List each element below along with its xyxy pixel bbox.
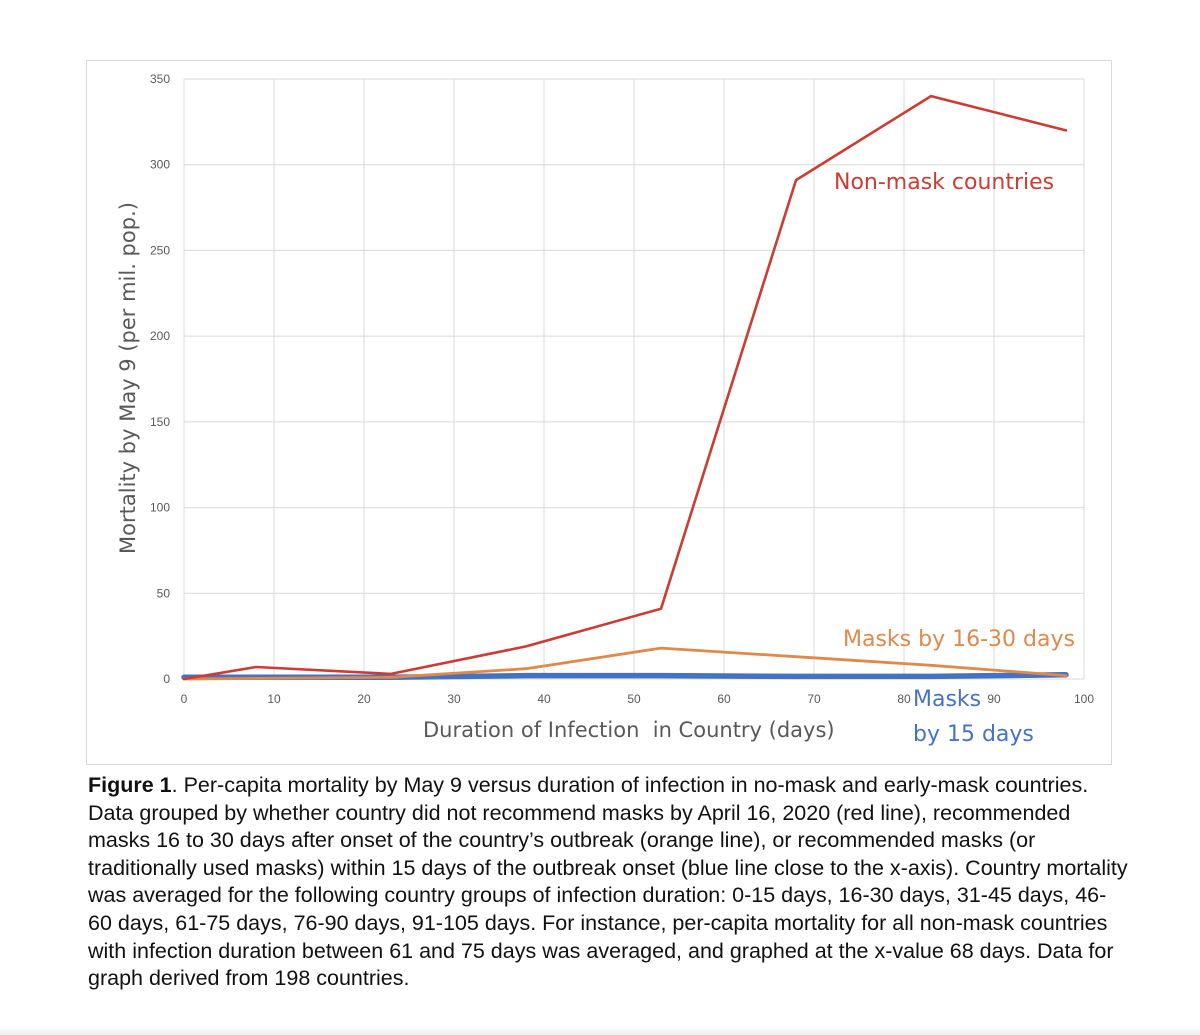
y-tick-label: 0 xyxy=(163,672,170,686)
x-tick-label: 80 xyxy=(897,692,911,706)
y-axis-ticks: 0 50 100 150 200 250 300 350 xyxy=(150,72,170,686)
masks-16-30-series-line xyxy=(182,646,1068,681)
y-tick-label: 200 xyxy=(150,329,170,343)
x-tick-label: 20 xyxy=(357,692,371,706)
y-tick-label: 250 xyxy=(150,243,170,257)
line-chart: 0 10 20 30 40 50 60 70 80 90 100 0 50 100 150 200 250 30… xyxy=(116,72,1095,747)
y-tick-label: 100 xyxy=(150,501,170,515)
masks-16-30-series-label: Masks by 16-30 days xyxy=(843,627,1075,652)
masks-15-series-label-line2: by 15 days xyxy=(913,722,1034,747)
y-tick-label: 350 xyxy=(150,72,170,86)
y-tick-label: 50 xyxy=(157,586,171,600)
x-axis-title: Duration of Infection in Country (days) xyxy=(423,718,835,742)
caption-text: . Per-capita mortality by May 9 versus d… xyxy=(88,773,1128,991)
figure-label: Figure 1 xyxy=(88,773,172,797)
non-mask-series-label: Non-mask countries xyxy=(834,170,1054,195)
y-tick-label: 150 xyxy=(150,415,170,429)
x-tick-label: 50 xyxy=(627,692,641,706)
x-tick-label: 40 xyxy=(537,692,551,706)
figure-caption: Figure 1. Per-capita mortality by May 9 … xyxy=(88,772,1128,993)
x-tick-label: 0 xyxy=(181,692,188,706)
x-tick-label: 100 xyxy=(1074,692,1094,706)
series-lines xyxy=(181,94,1069,681)
non-mask-series-line xyxy=(182,94,1068,681)
x-axis-ticks: 0 10 20 30 40 50 60 70 80 90 100 xyxy=(181,692,1095,706)
x-tick-label: 10 xyxy=(267,692,281,706)
chart-frame: 0 10 20 30 40 50 60 70 80 90 100 0 50 100 150 200 250 30… xyxy=(86,60,1112,765)
x-tick-label: 60 xyxy=(717,692,731,706)
y-axis-title: Mortality by May 9 (per mil. pop.) xyxy=(116,202,140,554)
bottom-shadow xyxy=(0,1027,1200,1035)
x-tick-label: 90 xyxy=(987,692,1001,706)
masks-15-series-label-line1: Masks xyxy=(913,687,981,712)
y-tick-label: 300 xyxy=(150,158,170,172)
x-tick-label: 30 xyxy=(447,692,461,706)
x-tick-label: 70 xyxy=(807,692,821,706)
gridlines xyxy=(183,78,1085,680)
